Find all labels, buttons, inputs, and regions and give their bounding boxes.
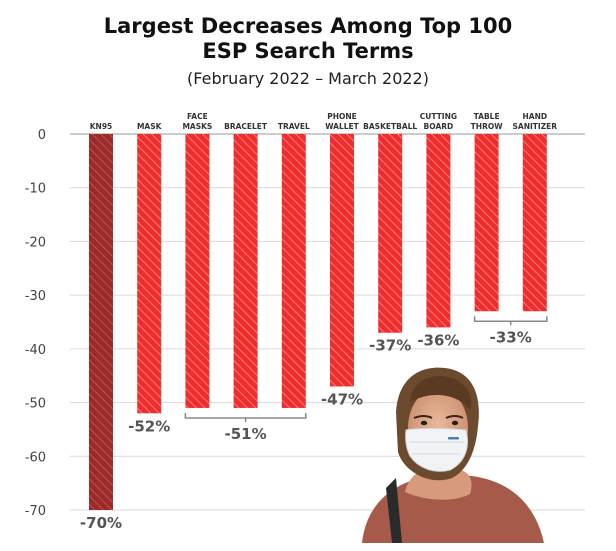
category-label: HAND bbox=[523, 112, 548, 121]
bar bbox=[185, 134, 210, 408]
y-tick-label: -60 bbox=[25, 450, 46, 465]
chart-title-line-2: ESP Search Terms bbox=[202, 39, 414, 63]
chart-title-line-1: Largest Decreases Among Top 100 bbox=[103, 14, 513, 38]
y-tick-label: -40 bbox=[25, 343, 46, 358]
data-label: -36% bbox=[417, 331, 459, 349]
y-axis: 0 -10 -20 -30 -40 -50 -60 -70 bbox=[25, 128, 46, 519]
data-label: -33% bbox=[490, 328, 532, 346]
bar bbox=[233, 134, 258, 408]
data-label: -70% bbox=[80, 514, 122, 532]
category-label: PHONE bbox=[327, 112, 357, 121]
category-label: FACE bbox=[187, 112, 208, 121]
bar bbox=[522, 134, 547, 312]
y-tick-label: -20 bbox=[25, 235, 46, 250]
group-bracket bbox=[184, 412, 307, 422]
woman-with-mask-illustration bbox=[362, 367, 544, 543]
y-tick-label: -10 bbox=[25, 182, 46, 197]
bar bbox=[281, 134, 306, 408]
y-tick-label: -70 bbox=[25, 504, 46, 519]
bars bbox=[89, 134, 547, 510]
y-tick-label: 0 bbox=[38, 128, 46, 143]
data-label: -52% bbox=[128, 417, 170, 435]
category-label: SANITIZER bbox=[513, 122, 558, 131]
bar bbox=[137, 134, 162, 414]
chart-title: Largest Decreases Among Top 100 ESP Sear… bbox=[0, 14, 616, 64]
category-label: TABLE bbox=[474, 112, 500, 121]
category-label: BOARD bbox=[424, 122, 454, 131]
y-tick-label: -50 bbox=[25, 397, 46, 412]
category-label: MASKS bbox=[182, 122, 212, 131]
category-label: MASK bbox=[137, 122, 163, 131]
y-tick-label: -30 bbox=[25, 289, 46, 304]
category-label: WALLET bbox=[325, 122, 359, 131]
data-label: -37% bbox=[369, 337, 411, 355]
bar bbox=[426, 134, 451, 328]
category-label: KN95 bbox=[90, 122, 113, 131]
bar bbox=[89, 134, 113, 510]
category-label: TRAVEL bbox=[278, 122, 310, 131]
bar bbox=[378, 134, 403, 333]
data-label: -47% bbox=[321, 390, 363, 408]
bar bbox=[330, 134, 354, 387]
chart-subtitle: (February 2022 – March 2022) bbox=[187, 69, 429, 88]
data-labels: -70% -52% -51% -47% -37% -36% -33% bbox=[80, 316, 548, 532]
category-label: BRACELET bbox=[224, 122, 268, 131]
data-label: -51% bbox=[225, 425, 267, 443]
category-label: CUTTING bbox=[420, 112, 457, 121]
bar bbox=[474, 134, 499, 312]
group-bracket bbox=[473, 316, 548, 326]
category-label: BASKETBALL bbox=[363, 122, 417, 131]
category-label: THROW bbox=[471, 122, 504, 131]
